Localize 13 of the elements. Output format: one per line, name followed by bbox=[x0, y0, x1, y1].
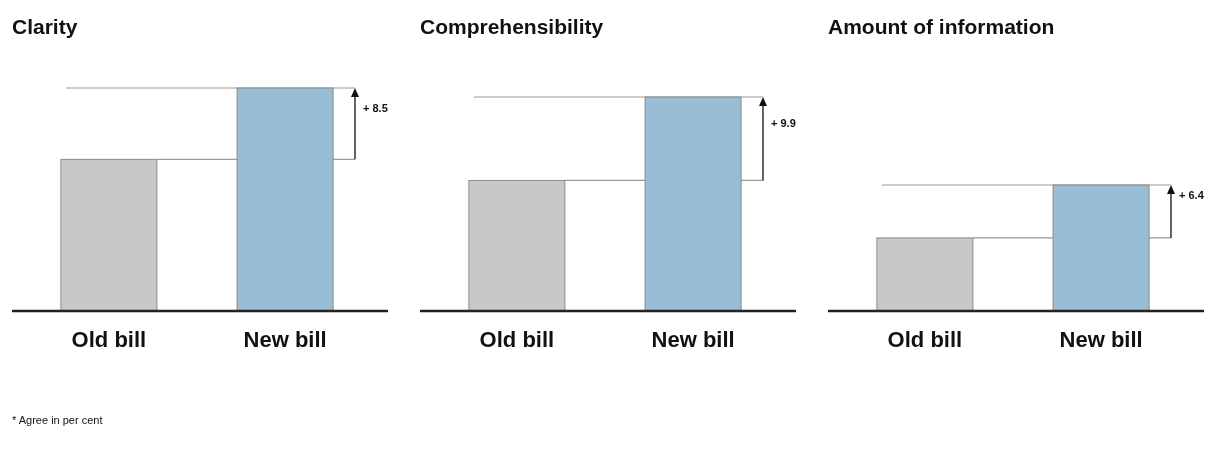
annotation: + 8.5 bbox=[363, 101, 388, 114]
x-tick-label: Old bill bbox=[887, 327, 963, 352]
x-tick-label: New bill bbox=[243, 327, 327, 352]
annotation: + 9.9 bbox=[771, 116, 796, 129]
annotation: + 6.4 bbox=[1179, 189, 1205, 202]
x-tick-label: Old bill bbox=[71, 327, 147, 352]
x-tick-label: New bill bbox=[1059, 327, 1143, 352]
x-tick-label: Old bill bbox=[479, 327, 555, 352]
chart-title: Comprehensibility bbox=[420, 15, 604, 38]
text: * Agree in per cent bbox=[12, 414, 103, 426]
x-tick-label: New bill bbox=[651, 327, 735, 352]
chart-title: Amount of information bbox=[828, 15, 1055, 38]
chart-title: Clarity bbox=[12, 15, 78, 38]
